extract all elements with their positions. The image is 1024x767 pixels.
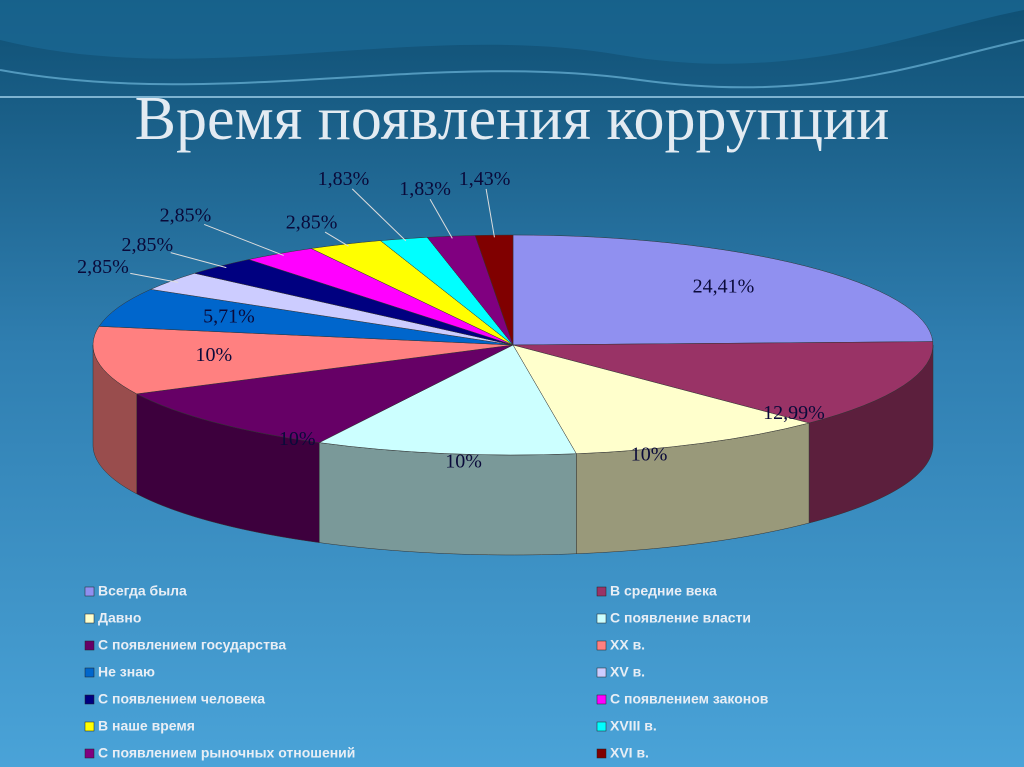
data-label: 12,99%	[763, 402, 825, 424]
slice-top	[512, 341, 934, 424]
data-label: 2,85%	[77, 256, 129, 278]
slice-top	[135, 344, 514, 443]
leader-line	[324, 231, 349, 247]
pie: 24,41%12,99%10%10%10%10%5,71%2,85%2,85%2…	[77, 168, 934, 556]
legend-label: XX в.	[610, 637, 645, 653]
leader-line	[429, 198, 453, 239]
legend-label: Всегда была	[98, 583, 187, 599]
data-label: 24,41%	[693, 276, 755, 298]
legend-swatch	[84, 613, 95, 624]
data-label: 5,71%	[203, 305, 255, 327]
slice-top	[512, 234, 934, 346]
legend-swatch	[84, 721, 95, 732]
legend-label: В наше время	[98, 718, 195, 734]
wave-line	[0, 39, 1024, 89]
data-label: 2,85%	[121, 234, 173, 256]
legend-swatch	[84, 694, 95, 705]
legend-swatch	[84, 640, 95, 651]
legend-label: Не знаю	[98, 664, 155, 680]
legend-label: С появление власти	[610, 610, 751, 626]
leader-line	[170, 252, 227, 269]
slice-top	[98, 289, 514, 346]
legend-label: XVI в.	[610, 745, 649, 761]
data-label: 10%	[445, 451, 482, 473]
slice	[512, 341, 934, 524]
legend-swatch	[596, 721, 607, 732]
legend-label: С появлением человека	[98, 691, 265, 707]
chart-title: Время появления коррупции	[135, 85, 890, 153]
legend-label: С появлением рыночных отношений	[98, 745, 355, 761]
legend-swatch	[596, 748, 607, 759]
wave	[0, 0, 1024, 64]
slice	[318, 344, 577, 556]
data-label: 2,85%	[160, 205, 212, 227]
legend-label: В средние века	[610, 583, 717, 599]
legend-label: С появлением законов	[610, 691, 769, 707]
data-label: 1,83%	[318, 168, 370, 190]
legend-swatch	[84, 586, 95, 597]
slice	[98, 289, 514, 346]
slice-top	[318, 344, 577, 456]
legend-label: XV в.	[610, 664, 645, 680]
legend-swatch	[596, 694, 607, 705]
leader-line	[204, 223, 284, 256]
slice	[512, 344, 811, 555]
leader-line	[130, 272, 179, 283]
legend-swatch	[84, 748, 95, 759]
data-label: 10%	[195, 344, 232, 366]
legend-swatch	[596, 667, 607, 678]
slice-top	[512, 344, 811, 454]
data-label: 1,43%	[459, 168, 511, 190]
data-label: 10%	[631, 443, 668, 465]
legend-label: С появлением государства	[98, 637, 286, 653]
legend-swatch	[596, 586, 607, 597]
slice	[92, 326, 514, 495]
slice	[512, 234, 934, 346]
data-label: 2,85%	[286, 212, 338, 234]
legend-label: Давно	[98, 610, 141, 626]
leader-line	[351, 188, 407, 242]
leader-line	[485, 188, 495, 238]
legend: Всегда была В средние века Давно С появлени…	[84, 583, 769, 761]
slice	[135, 344, 514, 543]
legend-swatch	[84, 667, 95, 678]
legend-label: XVIII в.	[610, 718, 657, 734]
legend-swatch	[596, 640, 607, 651]
data-label: 10%	[279, 428, 316, 450]
slice-top	[92, 326, 514, 395]
legend-swatch	[596, 613, 607, 624]
data-label: 1,83%	[399, 178, 451, 200]
